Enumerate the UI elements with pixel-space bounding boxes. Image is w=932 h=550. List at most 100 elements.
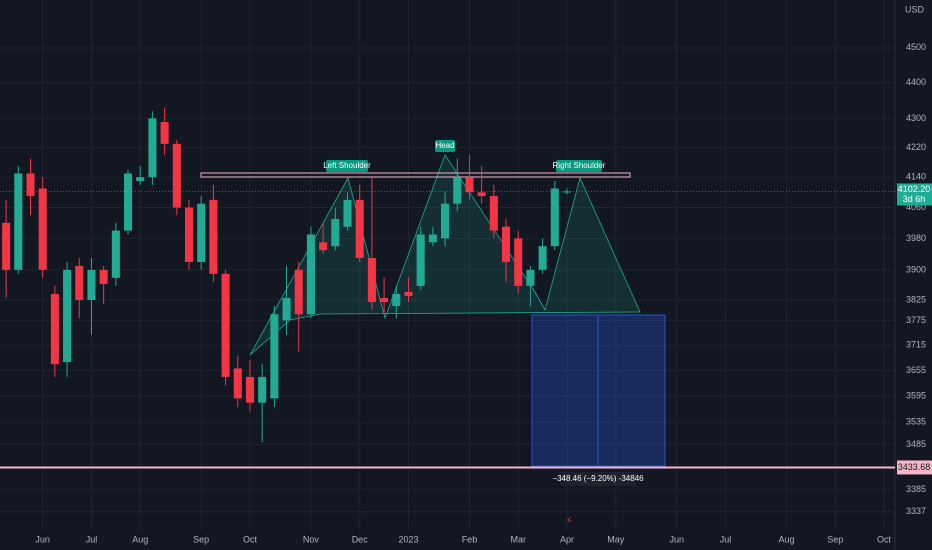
last-price-label: 4102.20 bbox=[898, 184, 931, 194]
candle-body bbox=[75, 265, 84, 301]
candle-body bbox=[428, 234, 437, 243]
x-tick-label: Jul bbox=[86, 534, 98, 544]
candle-body bbox=[343, 199, 352, 227]
candle-body bbox=[111, 230, 120, 278]
candle-body bbox=[416, 234, 425, 286]
candle-body bbox=[148, 118, 157, 178]
candle-body bbox=[50, 293, 59, 365]
y-tick-label: 4500 bbox=[906, 42, 926, 52]
candles bbox=[2, 107, 572, 443]
level-tag bbox=[897, 460, 932, 475]
x-tick-label: Oct bbox=[243, 534, 258, 544]
y-tick-label: 4220 bbox=[906, 142, 926, 152]
candle-body bbox=[392, 293, 401, 307]
candle-body bbox=[331, 219, 340, 247]
x-tick-label: 2023 bbox=[398, 534, 418, 544]
candle-body bbox=[14, 173, 23, 270]
x-tick-label: Mar bbox=[510, 534, 526, 544]
x-tick-label: Jun bbox=[669, 534, 684, 544]
candle-body bbox=[294, 269, 303, 315]
measure-tag bbox=[560, 472, 636, 486]
candle-body bbox=[562, 191, 572, 193]
candle-body bbox=[124, 173, 133, 231]
candle-body bbox=[209, 199, 218, 274]
annotation-label: Left Shoulder bbox=[323, 161, 371, 170]
candle-body bbox=[538, 246, 547, 270]
candle-body bbox=[99, 269, 108, 284]
y-tick-label: 3900 bbox=[906, 264, 926, 274]
candle-body bbox=[355, 199, 364, 258]
candle-body bbox=[258, 376, 267, 403]
measure-box bbox=[531, 314, 666, 467]
candle-body bbox=[367, 257, 376, 303]
neckline bbox=[200, 172, 631, 178]
tag-box bbox=[326, 160, 368, 172]
x-tick-label: Nov bbox=[303, 534, 320, 544]
y-tick-label: 4400 bbox=[906, 77, 926, 87]
y-tick-label: 3535 bbox=[906, 417, 926, 427]
y-tick-label: 3825 bbox=[906, 294, 926, 304]
y-tick-label: 3485 bbox=[906, 439, 926, 449]
y-tick-label: 4300 bbox=[906, 113, 926, 123]
measure-label: −348.46 (−9.20%) -34846 bbox=[552, 474, 644, 483]
candle-body bbox=[184, 207, 194, 262]
x-tick-label: Aug bbox=[132, 534, 148, 544]
tag-box bbox=[435, 140, 455, 152]
x-tick-label: Sep bbox=[827, 534, 843, 544]
candle-body bbox=[221, 273, 230, 377]
x-tick-label: Oct bbox=[877, 534, 892, 544]
candle-body bbox=[502, 226, 511, 262]
x-tick-label: Jun bbox=[35, 534, 50, 544]
candle-body bbox=[270, 314, 279, 399]
level-label: 3433.68 bbox=[898, 462, 931, 472]
y-tick-label: 3775 bbox=[906, 315, 926, 325]
y-tick-label: 3655 bbox=[906, 365, 926, 375]
y-tick-label: 3595 bbox=[906, 391, 926, 401]
y-tick-label: 3385 bbox=[906, 484, 926, 494]
candle-body bbox=[514, 238, 523, 286]
candle-body bbox=[465, 177, 474, 193]
y-tick-label: 4140 bbox=[906, 172, 926, 182]
tag-box bbox=[556, 160, 602, 172]
y-tick-label: 3980 bbox=[906, 233, 926, 243]
y-tick-label: 3715 bbox=[906, 340, 926, 350]
y-tick-label: 4060 bbox=[906, 202, 926, 212]
last-price-tag bbox=[897, 183, 932, 206]
candle-body bbox=[550, 188, 559, 247]
candle-body bbox=[245, 376, 254, 403]
currency: USD bbox=[905, 4, 925, 14]
candle-body bbox=[233, 368, 242, 399]
candle-body bbox=[404, 291, 413, 296]
x-tick-label: Feb bbox=[462, 534, 478, 544]
candle-body bbox=[453, 177, 462, 204]
candle-body bbox=[38, 188, 47, 270]
event-icon: ⚡ bbox=[566, 515, 572, 525]
candle-body bbox=[87, 269, 96, 301]
candle-body bbox=[526, 269, 535, 286]
x-tick-label: Apr bbox=[560, 534, 574, 544]
candle-body bbox=[63, 269, 72, 363]
annotation-label: Right Shoulder bbox=[553, 161, 606, 170]
candle-body bbox=[477, 192, 486, 197]
x-tick-label: Sep bbox=[193, 534, 209, 544]
candle-body bbox=[160, 122, 169, 144]
annotation: Left Shoulder Head Right Shoulder −348.4… bbox=[323, 140, 644, 486]
candle-body bbox=[26, 173, 35, 197]
candle-body bbox=[172, 143, 181, 208]
candle-body bbox=[441, 203, 450, 239]
annotation-label: Head bbox=[435, 141, 454, 150]
candle-body bbox=[136, 177, 145, 181]
candle-body bbox=[489, 196, 498, 231]
candle-body bbox=[319, 242, 328, 251]
x-tick-label: May bbox=[607, 534, 625, 544]
x-tick-label: Aug bbox=[778, 534, 794, 544]
y-tick-label: 3337 bbox=[906, 506, 926, 516]
candle-body bbox=[380, 297, 389, 303]
candle-body bbox=[197, 203, 206, 262]
candle-body bbox=[306, 234, 315, 315]
x-tick-label: Dec bbox=[352, 534, 369, 544]
candle-body bbox=[282, 297, 291, 321]
